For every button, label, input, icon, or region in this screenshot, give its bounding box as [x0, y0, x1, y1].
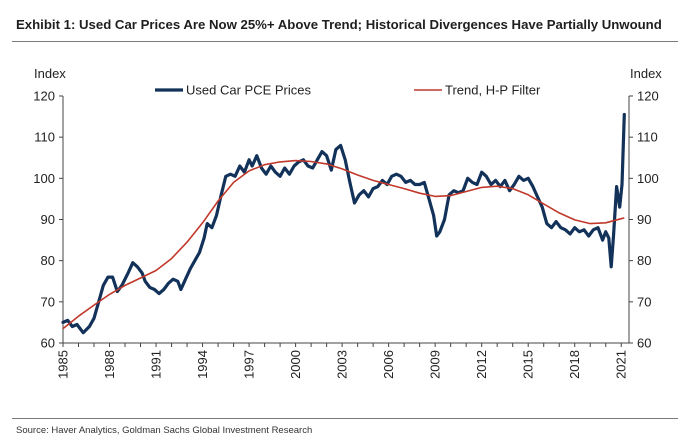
x-tick-label: 2006: [381, 350, 396, 379]
y-tick-label-right: 120: [637, 89, 659, 104]
y-tick-label-right: 70: [637, 294, 651, 309]
x-tick-label: 2003: [335, 350, 350, 379]
title-divider: [12, 41, 678, 42]
legend-label-used-car: Used Car PCE Prices: [186, 83, 311, 98]
x-tick-label: 2009: [428, 350, 443, 379]
y-axis-title-right: Index: [630, 66, 662, 81]
x-tick-label: 1991: [149, 350, 164, 379]
x-tick-label: 2021: [614, 350, 629, 379]
y-tick-label-left: 110: [34, 130, 55, 145]
x-tick-label: 1988: [102, 350, 117, 379]
legend-label-trend: Trend, H-P Filter: [445, 83, 541, 98]
series-line-used-car-pce: [61, 112, 626, 335]
y-tick-label-left: 90: [41, 212, 55, 227]
y-tick-label-right: 80: [637, 253, 651, 268]
y-axis-title-left: Index: [34, 66, 66, 81]
chart-legend: Used Car PCE Prices Trend, H-P Filter: [155, 83, 541, 98]
series-line-trend-hp: [62, 159, 625, 330]
source-note: Source: Haver Analytics, Goldman Sachs G…: [16, 425, 313, 436]
y-tick-label-left: 100: [33, 171, 55, 186]
y-tick-label-left: 70: [41, 294, 55, 309]
y-tick-label-left: 120: [33, 89, 55, 104]
x-tick-label: 1985: [56, 350, 71, 379]
x-tick-label: 2015: [521, 350, 536, 379]
x-tick-label: 2000: [288, 350, 303, 379]
y-tick-label-left: 60: [41, 336, 55, 351]
x-tick-label: 1994: [195, 350, 210, 379]
y-tick-label-right: 90: [637, 212, 651, 227]
series-layer: [61, 112, 626, 335]
y-tick-label-right: 100: [637, 171, 659, 186]
y-tick-label-right: 60: [637, 336, 651, 351]
y-tick-label-right: 110: [637, 130, 658, 145]
x-tick-label: 1997: [242, 350, 257, 379]
x-tick-label: 2018: [567, 350, 582, 379]
footer-divider: [12, 418, 678, 419]
chart-axes: 60 60 70 70 80 80 90 90 100 100 110 110 120 120 Index I…: [33, 66, 662, 379]
y-tick-label-left: 80: [41, 253, 55, 268]
chart-title: Exhibit 1: Used Car Prices Are Now 25%+ …: [16, 17, 662, 32]
x-tick-label: 2012: [474, 350, 489, 379]
